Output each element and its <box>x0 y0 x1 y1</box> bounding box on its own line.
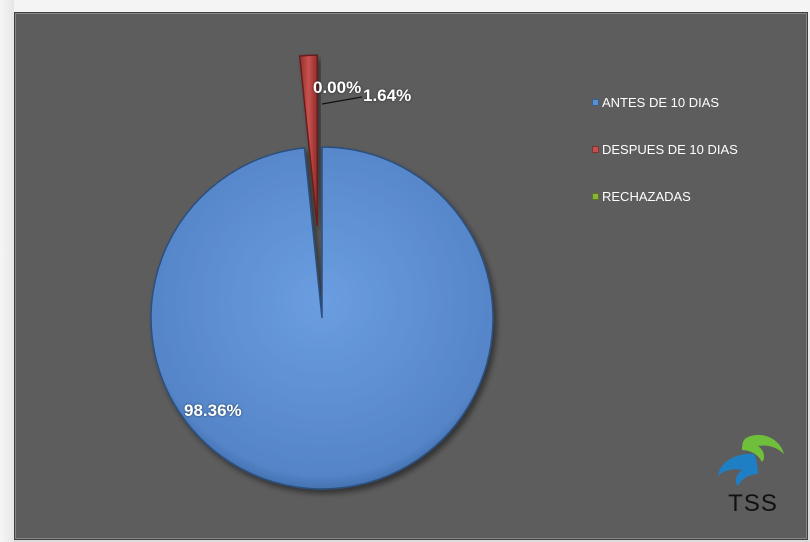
legend-item-despues: DESPUES DE 10 DIAS <box>592 141 738 157</box>
leader-line <box>321 96 363 105</box>
data-label-rechazadas: 0.00% <box>313 78 362 97</box>
pie-slices <box>150 54 494 490</box>
legend-label-despues: DESPUES DE 10 DIAS <box>602 141 738 157</box>
legend-item-rechazadas: RECHAZADAS <box>592 188 738 204</box>
legend: ANTES DE 10 DIAS DESPUES DE 10 DIAS RECH… <box>592 95 738 236</box>
legend-swatch-green <box>592 192 599 200</box>
legend-swatch-red <box>592 145 599 153</box>
legend-label-antes: ANTES DE 10 DIAS <box>602 94 720 110</box>
tss-logo-icon <box>718 434 784 486</box>
logo-text: TSS <box>728 490 778 517</box>
data-label-antes: 98.36% <box>184 401 242 420</box>
data-label-despues: 1.64% <box>363 86 412 105</box>
legend-item-antes: ANTES DE 10 DIAS <box>592 94 738 110</box>
legend-swatch-blue <box>592 98 599 106</box>
legend-label-rechazadas: RECHAZADAS <box>602 188 691 204</box>
slice-antes <box>150 146 494 490</box>
slice-despues <box>298 54 319 227</box>
